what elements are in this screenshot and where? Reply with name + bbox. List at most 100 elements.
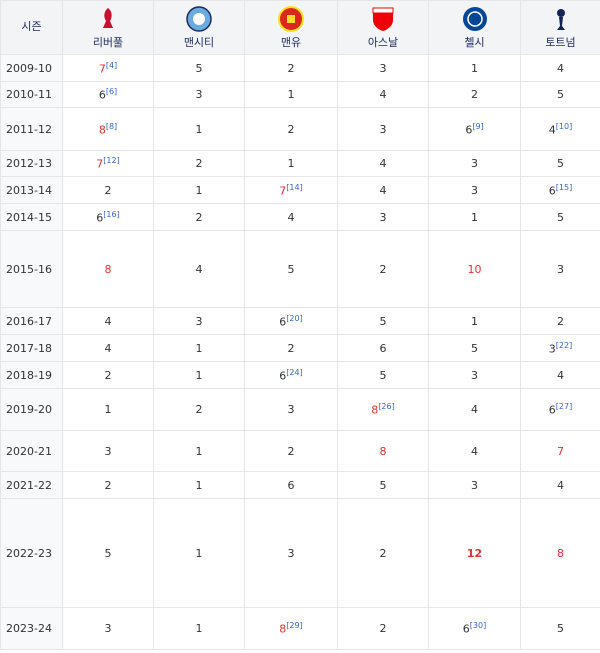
header-cell: 아스날: [337, 0, 429, 55]
cell-text: 3: [287, 403, 295, 416]
cell-text: 4: [104, 341, 112, 355]
rank-cell: 5: [520, 203, 600, 231]
mancity-logo: [186, 6, 212, 32]
cell-text: 3: [287, 546, 295, 560]
season-cell: 2020-21: [0, 430, 63, 472]
cell-text: 4: [471, 444, 478, 458]
table-row: 2015-16 8 4 5 2 10 3: [0, 230, 600, 308]
footnote: [10]: [555, 121, 573, 131]
rank-cell: 7[12]: [62, 150, 154, 177]
rank-cell: 8[29]: [244, 607, 338, 650]
header-cell: 맨유: [244, 0, 338, 55]
cell-text: 2020-21: [6, 444, 52, 458]
rank-cell: 5: [520, 607, 600, 650]
rank-cell: 4: [337, 176, 429, 204]
rank-cell: 2: [153, 203, 245, 231]
footnote: [8]: [105, 121, 118, 131]
rank-cell: 5: [520, 81, 600, 108]
table-row: 2013-14 2 1 7[14] 4 3 6[15]: [0, 176, 600, 204]
cell-text: 1: [195, 444, 203, 458]
cell-text: 5: [287, 262, 295, 276]
rank-cell: 3: [244, 498, 338, 608]
table-body: 2009-10 7[4] 5 2 3 1 4 2010-11 6[6] 3 1 4 2 5 2011-12 8…: [0, 54, 600, 650]
season-cell: 2016-17: [0, 307, 63, 335]
cell-text: 1: [195, 546, 203, 560]
cell-text: 1: [471, 314, 478, 328]
cell-text: 5: [557, 88, 564, 101]
rank-cell: 2: [337, 230, 429, 308]
cell-text: 4: [379, 88, 387, 101]
rank-cell: 3: [62, 607, 154, 650]
rank-cell: 6[30]: [428, 607, 521, 650]
rank-cell: 6[9]: [428, 107, 521, 151]
cell-text: 5: [557, 210, 564, 224]
table-row: 2012-13 7[12] 2 1 4 3 5: [0, 150, 600, 177]
cell-text: 5: [471, 341, 478, 355]
manutd-logo: [278, 6, 304, 32]
season-cell: 2017-18: [0, 334, 63, 362]
rank-cell: 2: [244, 334, 338, 362]
header-cell: 시즌: [0, 0, 63, 55]
rank-cell: 6[16]: [62, 203, 154, 231]
rank-cell: 2: [153, 388, 245, 431]
header-text: 맨유: [280, 36, 302, 49]
rank-cell: 2: [337, 498, 429, 608]
rank-cell: 1: [62, 388, 154, 431]
table-row: 2021-22 2 1 6 5 3 4: [0, 471, 600, 499]
rank-cell: 5: [520, 150, 600, 177]
footnote: [14]: [286, 182, 303, 192]
cell-text: 8: [279, 622, 287, 636]
footnote: [4]: [105, 60, 118, 70]
season-cell: 2018-19: [0, 361, 63, 389]
rank-cell: 4: [520, 54, 600, 82]
rank-cell: 8: [62, 230, 154, 308]
table-row: 2010-11 6[6] 3 1 4 2 5: [0, 81, 600, 108]
cell-text: 5: [379, 478, 387, 492]
rank-cell: 1: [244, 150, 338, 177]
rank-cell: 3: [62, 430, 154, 472]
cell-text: 5: [379, 314, 387, 328]
cell-text: 2: [104, 478, 112, 492]
rank-cell: 2: [244, 54, 338, 82]
header-cell: 리버풀: [62, 0, 154, 55]
cell-text: 4: [195, 262, 203, 276]
cell-text: 3: [379, 61, 387, 75]
rank-cell: 5: [62, 498, 154, 608]
footnote: [29]: [286, 621, 303, 631]
cell-text: 8: [379, 444, 387, 458]
season-cell: 2015-16: [0, 230, 63, 308]
rank-cell: 5: [337, 471, 429, 499]
rank-cell: 2: [153, 150, 245, 177]
footnote: [15]: [555, 182, 573, 192]
season-cell: 2011-12: [0, 107, 63, 151]
arsenal-logo: [372, 7, 394, 31]
liverpool-logo: [103, 8, 113, 28]
rank-cell: 5: [337, 361, 429, 389]
cell-text: 6: [462, 622, 470, 636]
rank-cell: 8: [520, 498, 600, 608]
season-cell: 2019-20: [0, 388, 63, 431]
cell-text: 3: [471, 478, 478, 492]
cell-text: 12: [466, 546, 483, 560]
cell-text: 4: [548, 123, 556, 137]
rank-cell: 2: [337, 607, 429, 650]
rank-cell: 3[22]: [520, 334, 600, 362]
rank-cell: 4: [337, 81, 429, 108]
cell-text: 5: [104, 546, 112, 560]
header-cell: 맨시티: [153, 0, 245, 55]
table-row: 2009-10 7[4] 5 2 3 1 4: [0, 54, 600, 82]
cell-text: 1: [287, 88, 295, 101]
cell-text: 2: [379, 622, 387, 635]
rank-cell: 4: [153, 230, 245, 308]
rank-cell: 8[26]: [337, 388, 429, 431]
rank-cell: 6[20]: [244, 307, 338, 335]
rank-cell: 8[8]: [62, 107, 154, 151]
cell-text: 5: [557, 622, 564, 635]
rank-cell: 10: [428, 230, 521, 308]
rank-cell: 3: [337, 107, 429, 151]
cell-text: 2016-17: [6, 314, 52, 328]
rank-cell: 1: [153, 176, 245, 204]
cell-text: 6: [548, 184, 556, 198]
cell-text: 4: [287, 210, 295, 224]
cell-text: 4: [104, 314, 112, 328]
